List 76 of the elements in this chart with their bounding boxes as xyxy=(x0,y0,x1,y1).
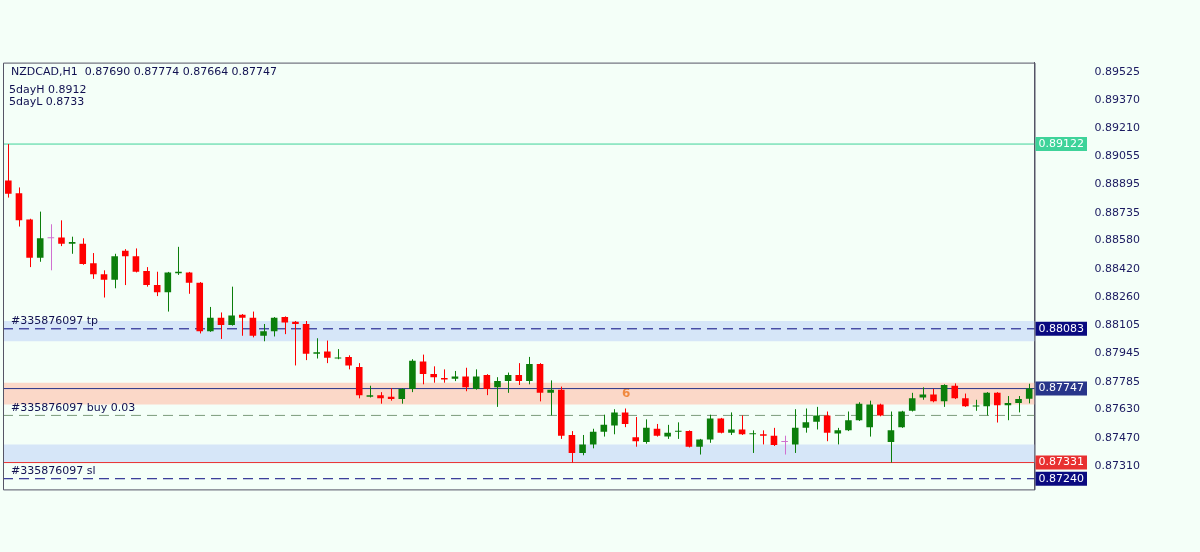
candlestick xyxy=(313,337,320,360)
candlestick xyxy=(526,356,533,385)
candlestick xyxy=(207,306,214,333)
y-tick-label: 0.89370 xyxy=(1094,92,1141,106)
candlestick xyxy=(643,418,650,445)
y-tick-label: 0.87785 xyxy=(1094,374,1141,388)
candlestick xyxy=(5,143,12,199)
candlestick xyxy=(547,379,554,416)
candlestick xyxy=(462,367,469,392)
candlestick xyxy=(908,392,916,413)
annotation: 5dayH 0.8912 xyxy=(9,82,87,96)
candlestick xyxy=(90,252,97,280)
annotation: #335876097 buy 0.03 xyxy=(11,400,136,414)
candlestick xyxy=(249,311,257,338)
candlestick xyxy=(515,362,523,386)
y-tick-label: 0.87470 xyxy=(1094,430,1141,444)
candlestick xyxy=(472,368,480,391)
candlestick xyxy=(802,407,810,434)
candlestick xyxy=(324,340,331,364)
candlestick xyxy=(36,211,44,263)
candlestick xyxy=(621,407,629,428)
candlestick xyxy=(132,247,140,273)
candlestick xyxy=(823,411,831,442)
ref-line-label: 0.87240 xyxy=(1038,471,1085,485)
y-tick-label: 0.89055 xyxy=(1094,148,1141,162)
candlestick xyxy=(494,376,501,408)
candlestick xyxy=(738,414,746,436)
candlestick xyxy=(813,406,820,430)
candlestick xyxy=(845,411,852,432)
candlestick xyxy=(483,373,491,396)
y-tick-label: 0.88580 xyxy=(1094,233,1141,247)
candlestick xyxy=(791,408,799,454)
candlestick xyxy=(185,271,193,295)
annotation: #335876097 tp xyxy=(11,314,99,328)
annotation: #335876097 sl xyxy=(11,464,96,478)
candlestick xyxy=(706,414,714,444)
y-tick-label: 0.87945 xyxy=(1094,346,1141,360)
candlestick xyxy=(143,266,150,288)
y-tick-label: 0.88895 xyxy=(1094,177,1141,191)
y-tick-label: 0.88735 xyxy=(1094,205,1141,219)
y-tick-label: 0.88105 xyxy=(1094,317,1141,331)
candlestick xyxy=(238,313,246,337)
chart-title: NZDCAD,H1 0.87690 0.87774 0.87664 0.87747 xyxy=(11,64,278,78)
candlestick xyxy=(728,411,735,436)
candlestick xyxy=(58,219,65,247)
y-tick-label: 0.88420 xyxy=(1094,261,1141,275)
y-tick-label: 0.89210 xyxy=(1094,121,1141,135)
candlestick xyxy=(983,391,990,416)
candlestick xyxy=(611,408,618,435)
candlestick xyxy=(781,435,788,456)
candlestick xyxy=(111,253,118,289)
candlestick xyxy=(866,400,873,438)
candlestick xyxy=(122,248,129,286)
candlestick xyxy=(100,269,108,299)
ref-line-label: 0.87331 xyxy=(1038,455,1085,469)
candlestick xyxy=(887,411,895,464)
candlestick xyxy=(749,429,756,454)
band-label: 6 xyxy=(621,385,631,400)
y-tick-label: 0.89525 xyxy=(1094,65,1141,79)
candlestick xyxy=(674,421,682,440)
ref-line-label: 0.87747 xyxy=(1038,381,1085,395)
candlestick xyxy=(228,286,235,327)
y-tick-label: 0.87630 xyxy=(1094,402,1141,416)
candlestick xyxy=(600,414,608,438)
candlestick xyxy=(568,430,576,464)
annotation: 5dayL 0.8733 xyxy=(9,94,85,108)
ref-line-label: 0.88083 xyxy=(1038,321,1085,335)
candlestick xyxy=(994,391,1001,424)
y-tick-label: 0.88260 xyxy=(1094,290,1141,304)
candlestick xyxy=(632,416,640,448)
candlestick xyxy=(579,434,586,456)
candlestick xyxy=(1025,383,1033,404)
candlestick xyxy=(79,237,87,266)
y-tick-label: 0.87310 xyxy=(1094,459,1141,473)
ref-line-label: 0.89122 xyxy=(1038,136,1085,150)
candlestick xyxy=(292,320,299,366)
